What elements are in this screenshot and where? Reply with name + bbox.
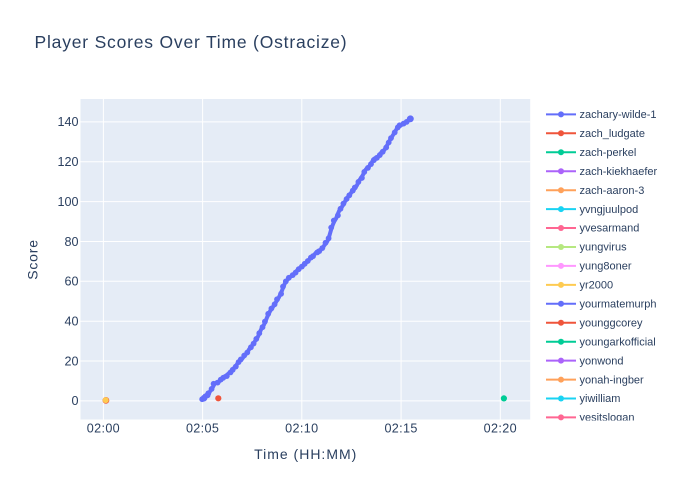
svg-text:20: 20 <box>64 354 78 368</box>
svg-text:100: 100 <box>57 195 78 209</box>
svg-text:yvesarmand: yvesarmand <box>580 223 640 235</box>
svg-text:yungvirus: yungvirus <box>580 242 628 254</box>
svg-text:02:00: 02:00 <box>87 421 120 435</box>
svg-text:02:15: 02:15 <box>384 421 417 435</box>
svg-text:02:20: 02:20 <box>484 421 517 435</box>
svg-text:zach_ludgate: zach_ludgate <box>580 128 645 140</box>
svg-text:02:10: 02:10 <box>285 421 318 435</box>
svg-text:zach-kiekhaefer: zach-kiekhaefer <box>580 166 658 178</box>
svg-text:yesitslogan: yesitslogan <box>580 412 635 424</box>
svg-text:zachary-wilde-1: zachary-wilde-1 <box>580 109 657 121</box>
svg-text:zach-aaron-3: zach-aaron-3 <box>580 185 645 197</box>
svg-text:zach-perkel: zach-perkel <box>580 147 637 159</box>
svg-text:yvngjuulpod: yvngjuulpod <box>580 204 639 216</box>
svg-text:yonwond: yonwond <box>580 355 624 367</box>
svg-text:younggcorey: younggcorey <box>580 317 643 329</box>
svg-text:yonah-ingber: yonah-ingber <box>580 374 645 386</box>
svg-text:0: 0 <box>71 394 78 408</box>
svg-text:02:05: 02:05 <box>186 421 219 435</box>
svg-text:Time (HH:MM): Time (HH:MM) <box>254 446 357 462</box>
svg-text:140: 140 <box>57 115 78 129</box>
svg-text:yr2000: yr2000 <box>580 280 614 292</box>
svg-text:80: 80 <box>64 235 78 249</box>
svg-text:Player Scores Over Time (Ostra: Player Scores Over Time (Ostracize) <box>35 32 348 52</box>
svg-text:Score: Score <box>25 239 41 280</box>
svg-text:120: 120 <box>57 155 78 169</box>
svg-text:60: 60 <box>64 275 78 289</box>
svg-text:youngarkofficial: youngarkofficial <box>580 336 656 348</box>
svg-text:40: 40 <box>64 315 78 329</box>
svg-text:yung8oner: yung8oner <box>580 261 632 273</box>
svg-text:yourmatemurph: yourmatemurph <box>580 299 657 311</box>
svg-text:yiwilliam: yiwilliam <box>580 393 621 405</box>
